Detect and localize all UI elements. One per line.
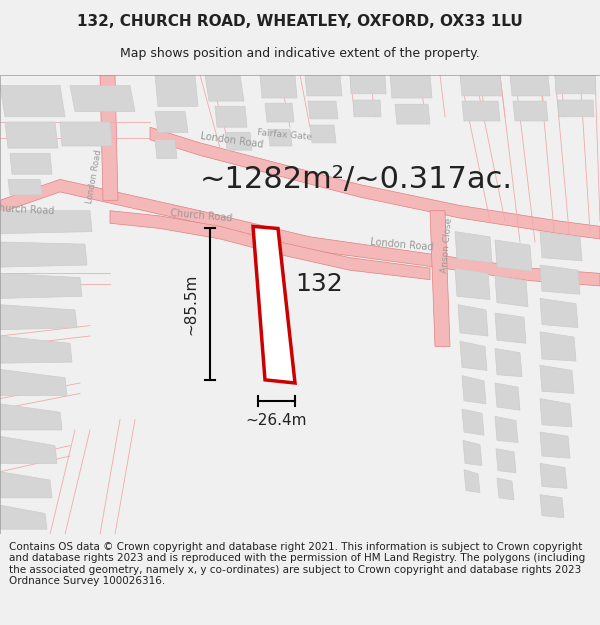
Polygon shape (310, 125, 336, 143)
Polygon shape (513, 101, 548, 121)
Polygon shape (305, 75, 342, 96)
Polygon shape (540, 232, 582, 261)
Polygon shape (510, 75, 550, 96)
Polygon shape (70, 86, 135, 111)
Polygon shape (464, 469, 480, 492)
Polygon shape (268, 129, 292, 146)
Text: Contains OS data © Crown copyright and database right 2021. This information is : Contains OS data © Crown copyright and d… (9, 542, 585, 586)
Polygon shape (496, 449, 516, 472)
Polygon shape (0, 505, 47, 529)
Polygon shape (0, 404, 62, 430)
Polygon shape (0, 472, 52, 498)
Text: Map shows position and indicative extent of the property.: Map shows position and indicative extent… (120, 48, 480, 61)
Polygon shape (497, 478, 514, 500)
Polygon shape (308, 101, 338, 119)
Polygon shape (253, 226, 295, 383)
Polygon shape (225, 132, 252, 150)
Polygon shape (555, 75, 596, 94)
Polygon shape (5, 122, 58, 148)
Polygon shape (558, 100, 594, 117)
Polygon shape (463, 441, 482, 466)
Text: London Road: London Road (370, 237, 434, 252)
Polygon shape (0, 273, 82, 298)
Polygon shape (0, 336, 72, 363)
Polygon shape (155, 140, 177, 159)
Polygon shape (155, 111, 188, 132)
Text: London Road: London Road (85, 149, 103, 204)
Polygon shape (462, 101, 500, 121)
Polygon shape (495, 416, 518, 442)
Text: ~85.5m: ~85.5m (183, 274, 198, 335)
Polygon shape (495, 349, 522, 377)
Polygon shape (0, 369, 67, 396)
Polygon shape (10, 153, 52, 174)
Text: Anson Close: Anson Close (440, 217, 454, 273)
Polygon shape (495, 383, 520, 410)
Polygon shape (60, 122, 112, 146)
Polygon shape (353, 100, 381, 117)
Polygon shape (540, 298, 578, 328)
Polygon shape (462, 376, 486, 404)
Polygon shape (0, 179, 600, 286)
Polygon shape (8, 179, 42, 195)
Polygon shape (540, 495, 564, 518)
Polygon shape (350, 75, 386, 94)
Polygon shape (460, 75, 502, 96)
Polygon shape (455, 268, 490, 299)
Polygon shape (0, 211, 92, 234)
Polygon shape (100, 75, 118, 200)
Text: 132, CHURCH ROAD, WHEATLEY, OXFORD, OX33 1LU: 132, CHURCH ROAD, WHEATLEY, OXFORD, OX33… (77, 14, 523, 29)
Polygon shape (265, 103, 294, 122)
Polygon shape (540, 265, 580, 294)
Polygon shape (540, 432, 570, 458)
Polygon shape (0, 436, 57, 463)
Polygon shape (460, 341, 487, 371)
Polygon shape (455, 232, 492, 263)
Text: ~1282m²/~0.317ac.: ~1282m²/~0.317ac. (200, 165, 513, 194)
Polygon shape (430, 211, 450, 346)
Polygon shape (462, 409, 484, 435)
Polygon shape (395, 104, 430, 124)
Polygon shape (540, 399, 572, 427)
Text: ~26.4m: ~26.4m (246, 413, 307, 428)
Polygon shape (150, 127, 600, 239)
Polygon shape (215, 106, 247, 128)
Text: Church Road: Church Road (170, 208, 233, 223)
Polygon shape (260, 75, 297, 98)
Text: 132: 132 (295, 272, 343, 296)
Text: Church Road: Church Road (0, 202, 55, 216)
Polygon shape (495, 313, 526, 343)
Polygon shape (540, 365, 574, 393)
Text: London Road: London Road (200, 131, 264, 150)
Text: Fairfax Gate: Fairfax Gate (257, 128, 313, 142)
Polygon shape (110, 211, 430, 279)
Polygon shape (155, 75, 198, 106)
Polygon shape (540, 332, 576, 361)
Polygon shape (540, 463, 567, 489)
Polygon shape (390, 75, 432, 98)
Polygon shape (0, 304, 77, 330)
Polygon shape (0, 242, 87, 267)
Polygon shape (205, 75, 244, 101)
Polygon shape (458, 304, 488, 336)
Polygon shape (0, 86, 65, 117)
Polygon shape (495, 240, 532, 271)
Polygon shape (495, 276, 528, 307)
